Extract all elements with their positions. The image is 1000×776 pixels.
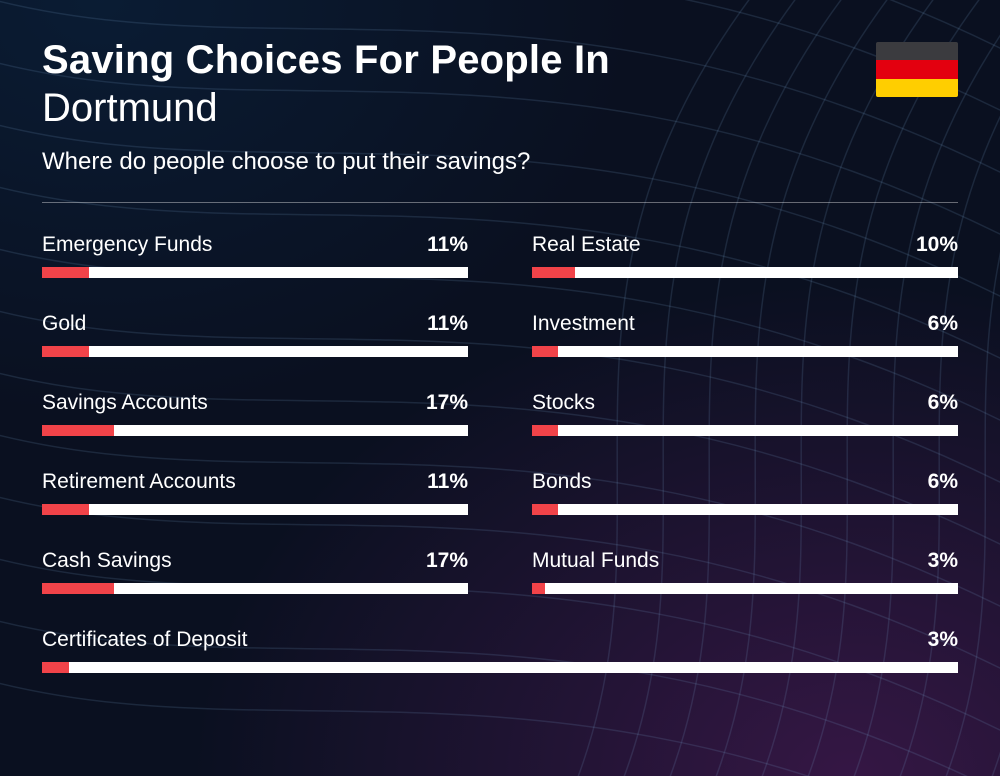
bar-item-label: Savings Accounts — [42, 391, 208, 415]
bar-item-value: 11% — [427, 470, 468, 494]
bar-track — [42, 583, 468, 594]
flag-stripe — [876, 42, 958, 60]
flag-stripe — [876, 79, 958, 97]
bar-item-head: Retirement Accounts 11% — [42, 470, 468, 494]
bar-item-value: 3% — [928, 628, 958, 652]
title-block: Saving Choices For People In Dortmund Wh… — [42, 38, 876, 176]
bar-fill — [532, 583, 545, 594]
bar-fill — [42, 346, 89, 357]
bar-item-head: Savings Accounts 17% — [42, 391, 468, 415]
bar-item-value: 17% — [426, 549, 468, 573]
bar-item: Mutual Funds 3% — [532, 549, 958, 594]
bar-item-label: Real Estate — [532, 233, 641, 257]
header-row: Saving Choices For People In Dortmund Wh… — [42, 38, 958, 176]
bar-item-label: Bonds — [532, 470, 592, 494]
bar-fill — [42, 662, 69, 673]
bar-track — [532, 504, 958, 515]
bar-item-head: Certificates of Deposit 3% — [42, 628, 958, 652]
bar-track — [42, 267, 468, 278]
bar-item-head: Bonds 6% — [532, 470, 958, 494]
bar-track — [42, 504, 468, 515]
bar-item-head: Gold 11% — [42, 312, 468, 336]
bar-item-head: Cash Savings 17% — [42, 549, 468, 573]
bar-item-value: 11% — [427, 312, 468, 336]
bar-item-label: Emergency Funds — [42, 233, 212, 257]
bar-item-value: 11% — [427, 233, 468, 257]
bar-item-label: Gold — [42, 312, 86, 336]
bar-track — [532, 583, 958, 594]
bar-item-head: Investment 6% — [532, 312, 958, 336]
bar-fill — [42, 267, 89, 278]
bar-fill — [42, 504, 89, 515]
bar-item-head: Mutual Funds 3% — [532, 549, 958, 573]
bar-item-label: Mutual Funds — [532, 549, 659, 573]
bar-item: Retirement Accounts 11% — [42, 470, 468, 515]
bar-fill — [532, 425, 558, 436]
bar-track — [532, 425, 958, 436]
bars-grid: Emergency Funds 11% Real Estate 10% Gold 11% I… — [42, 233, 958, 673]
bar-item: Savings Accounts 17% — [42, 391, 468, 436]
content-container: Saving Choices For People In Dortmund Wh… — [0, 0, 1000, 673]
bar-item: Gold 11% — [42, 312, 468, 357]
bar-track — [42, 346, 468, 357]
bar-item-label: Certificates of Deposit — [42, 628, 247, 652]
germany-flag-icon — [876, 42, 958, 97]
bar-item-value: 6% — [928, 470, 958, 494]
bar-fill — [532, 267, 575, 278]
page-title-line2: Dortmund — [42, 85, 876, 132]
bar-item-label: Investment — [532, 312, 635, 336]
bar-item-value: 6% — [928, 312, 958, 336]
bar-item-label: Retirement Accounts — [42, 470, 236, 494]
bar-item-label: Cash Savings — [42, 549, 172, 573]
bar-fill — [42, 583, 114, 594]
bar-item: Investment 6% — [532, 312, 958, 357]
page-subtitle: Where do people choose to put their savi… — [42, 148, 876, 176]
bar-item-value: 17% — [426, 391, 468, 415]
bar-item: Cash Savings 17% — [42, 549, 468, 594]
bar-item-label: Stocks — [532, 391, 595, 415]
bar-item-head: Emergency Funds 11% — [42, 233, 468, 257]
bar-item: Stocks 6% — [532, 391, 958, 436]
bar-fill — [532, 346, 558, 357]
bar-track — [532, 346, 958, 357]
page-title-line1: Saving Choices For People In — [42, 38, 876, 83]
flag-stripe — [876, 60, 958, 78]
bar-track — [42, 662, 958, 673]
bar-fill — [532, 504, 558, 515]
bar-track — [532, 267, 958, 278]
bar-item-head: Real Estate 10% — [532, 233, 958, 257]
bar-item: Emergency Funds 11% — [42, 233, 468, 278]
bar-fill — [42, 425, 114, 436]
bar-item-value: 6% — [928, 391, 958, 415]
bar-track — [42, 425, 468, 436]
header-divider — [42, 202, 958, 203]
bar-item: Real Estate 10% — [532, 233, 958, 278]
bar-item-value: 3% — [928, 549, 958, 573]
bar-item: Bonds 6% — [532, 470, 958, 515]
bar-item-head: Stocks 6% — [532, 391, 958, 415]
bar-item: Certificates of Deposit 3% — [42, 628, 958, 673]
bar-item-value: 10% — [916, 233, 958, 257]
